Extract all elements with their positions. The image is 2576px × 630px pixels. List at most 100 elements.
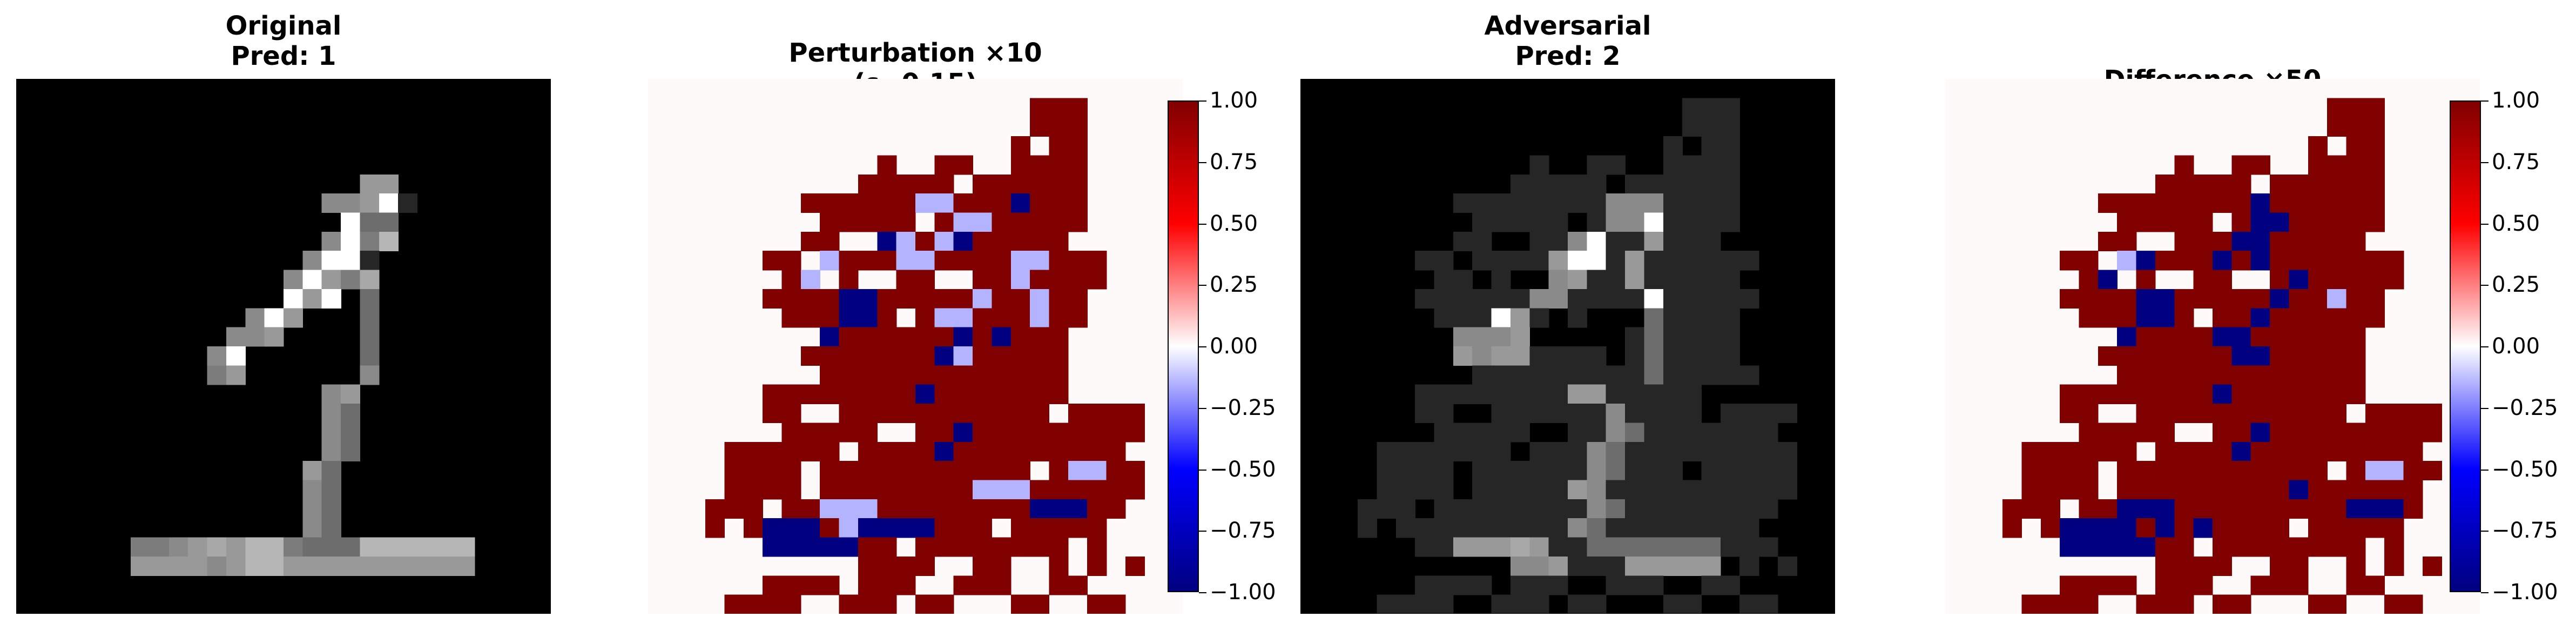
heatmap-cell xyxy=(360,212,380,232)
heatmap-cell xyxy=(1682,117,1702,137)
heatmap-cell xyxy=(1777,404,1797,424)
heatmap-cell xyxy=(1049,155,1069,175)
heatmap-cell xyxy=(1434,423,1454,443)
colorbar-tick-label: −0.25 xyxy=(2492,395,2558,420)
heatmap-cell xyxy=(2327,346,2347,366)
heatmap-cell xyxy=(1644,499,1664,519)
heatmap-cell xyxy=(2289,384,2309,404)
heatmap-cell xyxy=(2308,537,2328,557)
heatmap-cell xyxy=(1434,537,1454,557)
heatmap-cell xyxy=(934,327,954,347)
title-line: Pred: 2 xyxy=(1515,41,1621,71)
heatmap-cell xyxy=(284,308,304,328)
heatmap-cell xyxy=(763,384,783,404)
heatmap-cell xyxy=(2327,441,2347,461)
colorbar-tick xyxy=(2481,100,2489,102)
panel-original: Original Pred: 1 xyxy=(16,0,551,630)
heatmap-cell xyxy=(1068,518,1088,538)
colorbar-tick xyxy=(2481,285,2489,286)
heatmap-cell xyxy=(2002,499,2022,519)
heatmap-cell xyxy=(341,193,361,213)
heatmap-cell xyxy=(2289,441,2309,461)
heatmap-cell xyxy=(1606,155,1626,175)
heatmap-cell xyxy=(2231,193,2251,213)
heatmap-cell xyxy=(915,537,935,557)
heatmap-cell xyxy=(302,270,322,290)
heatmap-cell xyxy=(1472,575,1492,595)
heatmap-cell xyxy=(934,289,954,309)
heatmap-cell xyxy=(953,212,973,232)
heatmap-cell xyxy=(820,251,840,271)
heatmap-cell xyxy=(1087,423,1107,443)
heatmap-cell xyxy=(992,174,1011,194)
heatmap-cell xyxy=(2403,423,2423,443)
heatmap-cell xyxy=(360,537,380,557)
heatmap-cell xyxy=(1049,499,1069,519)
heatmap-cell xyxy=(992,423,1011,443)
heatmap-cell xyxy=(934,537,954,557)
heatmap-cell xyxy=(915,518,935,538)
heatmap-cell xyxy=(1510,174,1530,194)
heatmap-cell xyxy=(1758,404,1778,424)
heatmap-cell xyxy=(2193,346,2213,366)
heatmap-cell xyxy=(2155,537,2175,557)
heatmap-cell xyxy=(1644,251,1664,271)
heatmap-cell xyxy=(800,499,820,519)
heatmap-cell xyxy=(2365,270,2385,290)
heatmap-cell xyxy=(1606,251,1626,271)
heatmap-cell xyxy=(1434,289,1454,309)
heatmap-cell xyxy=(2213,251,2233,271)
heatmap-cell xyxy=(2231,289,2251,309)
heatmap-cell xyxy=(1415,537,1435,557)
heatmap-cell xyxy=(1510,480,1530,500)
heatmap-cell xyxy=(2117,365,2137,385)
heatmap-cell xyxy=(781,251,801,271)
heatmap-cell xyxy=(1510,384,1530,404)
heatmap-cell xyxy=(2289,231,2309,251)
heatmap-cell xyxy=(1049,308,1069,328)
heatmap-cell xyxy=(2193,384,2213,404)
heatmap-cell xyxy=(839,537,859,557)
heatmap-cell xyxy=(2213,461,2233,481)
heatmap-cell xyxy=(2193,365,2213,385)
heatmap-cell xyxy=(877,289,897,309)
heatmap-cell xyxy=(2289,251,2309,271)
heatmap-cell xyxy=(1548,174,1568,194)
heatmap-cell xyxy=(1644,575,1664,595)
heatmap-cell xyxy=(781,480,801,500)
colorbar-tick-label: 0.00 xyxy=(1210,334,1258,359)
heatmap-cell xyxy=(839,289,859,309)
heatmap-cell xyxy=(763,404,783,424)
heatmap-cell xyxy=(1777,556,1797,576)
heatmap-cell xyxy=(2365,155,2385,175)
heatmap-cell xyxy=(1644,231,1664,251)
heatmap-cell xyxy=(877,251,897,271)
heatmap-cell xyxy=(2289,289,2309,309)
heatmap-cell xyxy=(2117,537,2137,557)
heatmap-cell xyxy=(1720,117,1740,137)
heatmap-cell xyxy=(2231,174,2251,194)
heatmap-cell xyxy=(973,289,993,309)
heatmap-cell xyxy=(763,461,783,481)
heatmap-cell xyxy=(858,404,878,424)
heatmap-cell xyxy=(245,556,265,576)
heatmap-cell xyxy=(1010,327,1030,347)
heatmap-cell xyxy=(1568,231,1588,251)
heatmap-cell xyxy=(2308,518,2328,538)
heatmap-cell xyxy=(781,461,801,481)
heatmap-cell xyxy=(1529,537,1549,557)
heatmap-cell xyxy=(1087,251,1107,271)
heatmap-cell xyxy=(1682,212,1702,232)
heatmap-cell xyxy=(360,289,380,309)
heatmap-cell xyxy=(1682,594,1702,614)
heatmap-cell xyxy=(1472,289,1492,309)
heatmap-cell xyxy=(2193,231,2213,251)
heatmap-cell xyxy=(1087,461,1107,481)
heatmap-cell xyxy=(2193,556,2213,576)
heatmap-cell xyxy=(896,480,916,500)
heatmap-cell xyxy=(226,346,246,366)
heatmap-cell xyxy=(2346,461,2366,481)
heatmap-cell xyxy=(1625,575,1645,595)
heatmap-cell xyxy=(1701,98,1721,118)
heatmap-cell xyxy=(2327,212,2347,232)
